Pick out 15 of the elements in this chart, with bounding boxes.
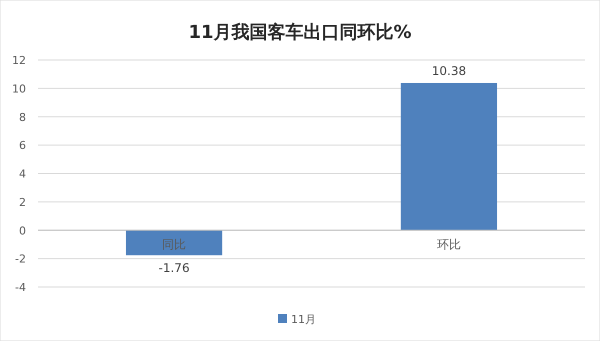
y-tick-label: 12 [12, 54, 26, 67]
y-tick-label: 0 [19, 224, 26, 238]
x-tick-label: 环比 [436, 237, 461, 252]
y-tick-label: -2 [15, 252, 26, 266]
y-tick-label: 8 [19, 110, 26, 124]
x-tick-label: 同比 [162, 237, 186, 252]
y-tick-label: 2 [19, 196, 26, 209]
data-label: 10.38 [432, 64, 466, 78]
legend-label: 11月 [291, 313, 316, 326]
y-tick-label: 6 [19, 139, 26, 152]
chart-title: 11月我国客车出口同环比% [188, 22, 412, 43]
y-tick-label: 4 [19, 168, 26, 180]
y-tick-label: -4 [15, 281, 26, 294]
y-tick-label: 10 [12, 82, 26, 96]
data-label: -1.76 [158, 261, 190, 276]
